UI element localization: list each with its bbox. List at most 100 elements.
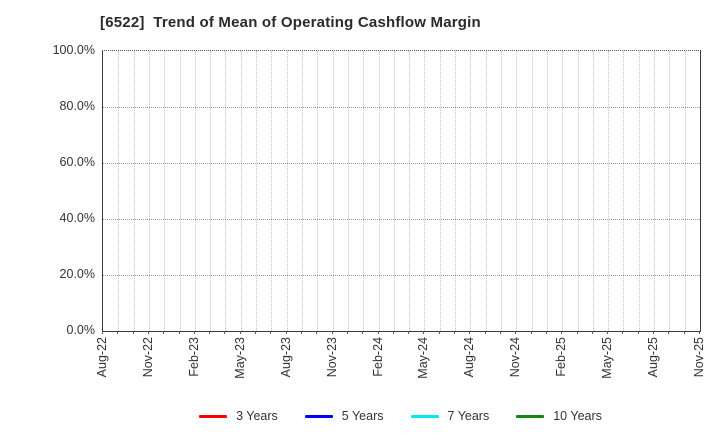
- x-tick-mark: [576, 331, 578, 334]
- gridline-vertical: [363, 51, 365, 331]
- x-tick-mark: [637, 331, 639, 334]
- legend-label: 7 Years: [447, 409, 490, 423]
- x-tick-mark: [392, 331, 394, 334]
- x-tick-label: Feb-25: [554, 337, 569, 377]
- gridline-vertical: [133, 51, 135, 331]
- gridline-vertical: [271, 51, 273, 331]
- gridline-horizontal: [103, 219, 700, 220]
- x-tick-mark: [500, 331, 501, 334]
- y-tick-label: 0.0%: [66, 323, 96, 337]
- gridline-vertical: [501, 51, 502, 331]
- x-tick-mark: [331, 331, 333, 334]
- x-tick-label: Aug-25: [646, 337, 661, 378]
- x-tick-mark: [147, 331, 149, 334]
- x-tick-mark: [408, 331, 410, 334]
- gridline-vertical: [485, 51, 487, 331]
- gridline-vertical: [409, 51, 411, 331]
- x-tick-mark: [102, 331, 103, 334]
- gridline-vertical: [684, 51, 686, 331]
- gridline-vertical: [623, 51, 625, 331]
- x-tick-mark: [239, 331, 241, 334]
- chart-title: [6522] Trend of Mean of Operating Cashfl…: [100, 14, 481, 31]
- x-tick-label: Feb-24: [370, 337, 385, 377]
- gridline-vertical: [562, 51, 564, 331]
- x-tick-label: Feb-23: [186, 337, 201, 377]
- legend-item-10-years: 10 Years: [516, 409, 602, 423]
- gridline-vertical: [608, 51, 610, 331]
- x-tick-mark: [224, 331, 226, 334]
- gridline-vertical: [592, 51, 594, 331]
- x-tick-mark: [469, 331, 471, 334]
- gridline-vertical: [654, 51, 656, 331]
- legend-line-swatch: [199, 414, 228, 418]
- y-tick-label: 100.0%: [52, 43, 95, 57]
- gridline-vertical: [194, 51, 196, 331]
- gridline-vertical: [378, 51, 380, 331]
- x-tick-mark: [163, 331, 165, 334]
- x-tick-label: May-24: [416, 337, 431, 379]
- gridline-vertical: [332, 51, 334, 331]
- x-tick-label: Nov-22: [140, 337, 155, 378]
- x-tick-mark: [699, 331, 700, 334]
- gridline-vertical: [118, 51, 120, 331]
- legend-line-swatch: [516, 414, 545, 418]
- legend-label: 10 Years: [553, 409, 602, 423]
- x-tick-mark: [117, 331, 119, 334]
- gridline-vertical: [516, 51, 518, 331]
- legend-line-swatch: [304, 414, 333, 418]
- x-tick-mark: [423, 331, 425, 334]
- gridline-vertical: [256, 51, 258, 331]
- legend-item-5-years: 5 Years: [304, 409, 384, 423]
- gridline-vertical: [148, 51, 150, 331]
- x-tick-mark: [209, 331, 211, 334]
- gridline-vertical: [393, 51, 395, 331]
- gridline-vertical: [302, 51, 303, 331]
- x-tick-mark: [622, 331, 624, 334]
- x-tick-label: Nov-25: [692, 337, 706, 378]
- x-tick-mark: [285, 331, 287, 334]
- x-tick-mark: [316, 331, 318, 334]
- gridline-vertical: [455, 51, 457, 331]
- y-tick-label: 40.0%: [59, 211, 95, 225]
- y-tick-label: 80.0%: [59, 99, 95, 113]
- x-tick-mark: [454, 331, 456, 334]
- x-tick-mark: [484, 331, 486, 334]
- legend-label: 5 Years: [341, 409, 384, 423]
- x-tick-mark: [545, 331, 547, 334]
- plot-area: [102, 50, 701, 332]
- x-tick-mark: [346, 331, 348, 334]
- x-tick-label: Aug-24: [462, 337, 477, 378]
- x-tick-label: Nov-24: [508, 337, 523, 378]
- x-tick-mark: [591, 331, 593, 334]
- gridline-vertical: [179, 51, 181, 331]
- legend-label: 3 Years: [236, 409, 278, 423]
- legend: 3 Years 5 Years 7 Years 10 Years: [102, 406, 699, 426]
- gridline-vertical: [439, 51, 441, 331]
- x-tick-mark: [530, 331, 532, 334]
- x-tick-mark: [653, 331, 655, 334]
- gridline-horizontal: [103, 275, 700, 276]
- x-tick-label: Aug-22: [95, 337, 109, 378]
- gridline-vertical: [470, 51, 472, 331]
- x-tick-label: May-25: [600, 337, 615, 379]
- x-tick-label: Nov-23: [324, 337, 339, 378]
- x-tick-mark: [270, 331, 272, 334]
- gridline-vertical: [286, 51, 288, 331]
- gridline-vertical: [424, 51, 426, 331]
- gridline-vertical: [638, 51, 640, 331]
- gridline-vertical: [669, 51, 671, 331]
- gridline-vertical: [240, 51, 242, 331]
- gridline-vertical: [577, 51, 579, 331]
- gridline-vertical: [210, 51, 212, 331]
- x-tick-mark: [438, 331, 440, 334]
- x-tick-mark: [301, 331, 302, 334]
- x-tick-mark: [178, 331, 180, 334]
- gridline-horizontal: [103, 163, 700, 164]
- y-tick-label: 20.0%: [59, 267, 95, 281]
- x-tick-mark: [668, 331, 670, 334]
- legend-item-7-years: 7 Years: [410, 409, 490, 423]
- x-tick-mark: [255, 331, 257, 334]
- x-tick-mark: [362, 331, 364, 334]
- legend-item-3-years: 3 Years: [199, 409, 278, 423]
